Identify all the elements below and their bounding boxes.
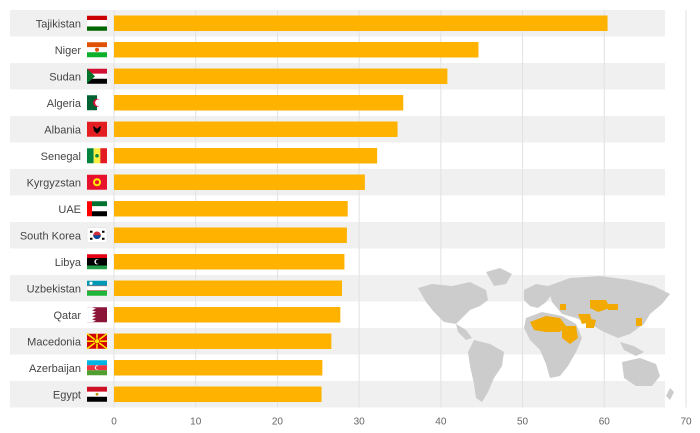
bar (114, 174, 365, 190)
flag-senegal-icon (87, 148, 107, 164)
category-label: South Korea (20, 230, 82, 242)
category-label: Sudan (49, 71, 81, 83)
bar (114, 333, 332, 349)
row-band (10, 381, 665, 408)
flag-algeria-icon (87, 95, 107, 111)
category-label: Qatar (53, 310, 81, 322)
category-label: Azerbaijan (29, 363, 81, 375)
x-tick-label: 20 (272, 417, 284, 428)
flag-albania-icon (87, 121, 107, 137)
x-tick-label: 10 (190, 417, 202, 428)
category-labels: Tajikistan Niger Sudan Algeria Albania Senega… (20, 18, 82, 401)
flag-macedonia-icon (86, 333, 108, 350)
bar (114, 121, 398, 137)
category-label: Niger (55, 45, 82, 57)
category-label: Egypt (53, 389, 81, 401)
flags (86, 15, 108, 402)
flag-kyrgyzstan-icon (87, 174, 107, 190)
x-axis-ticks: 0 10 20 30 40 50 60 70 (111, 417, 692, 428)
bar (114, 42, 479, 58)
category-label: Algeria (47, 98, 82, 110)
category-label: Kyrgyzstan (27, 177, 81, 189)
category-label: Macedonia (27, 336, 82, 348)
flag-south-korea-icon (86, 227, 108, 243)
bar (114, 360, 323, 376)
category-label: Senegal (41, 151, 81, 163)
flag-niger-icon (87, 42, 107, 58)
category-label: UAE (58, 204, 81, 216)
x-tick-label: 40 (435, 417, 447, 428)
flag-uzbekistan-icon (87, 280, 107, 296)
bar (114, 148, 378, 164)
category-label: Libya (55, 257, 82, 269)
world-map-icon (418, 268, 674, 402)
bars (114, 15, 608, 402)
category-label: Tajikistan (36, 18, 81, 30)
flag-sudan-icon (87, 68, 107, 84)
flag-egypt-icon (87, 386, 107, 402)
bar (114, 386, 322, 402)
bar (114, 280, 342, 296)
category-label: Uzbekistan (27, 283, 81, 295)
flag-uae-icon (87, 201, 107, 217)
bar (114, 95, 404, 111)
x-tick-label: 30 (354, 417, 366, 428)
flag-tajikistan-icon (87, 15, 107, 31)
flag-libya-icon (87, 254, 107, 270)
x-tick-label: 60 (599, 417, 611, 428)
bar (114, 201, 348, 217)
category-label: Albania (44, 124, 82, 136)
x-tick-label: 70 (680, 417, 692, 428)
bar (114, 227, 347, 243)
flag-qatar-icon (87, 307, 107, 323)
flag-azerbaijan-icon (87, 360, 107, 376)
x-tick-label: 0 (111, 417, 117, 428)
x-tick-label: 50 (517, 417, 529, 428)
bar (114, 254, 345, 270)
bar (114, 307, 341, 323)
bar (114, 68, 448, 84)
bar (114, 15, 608, 31)
